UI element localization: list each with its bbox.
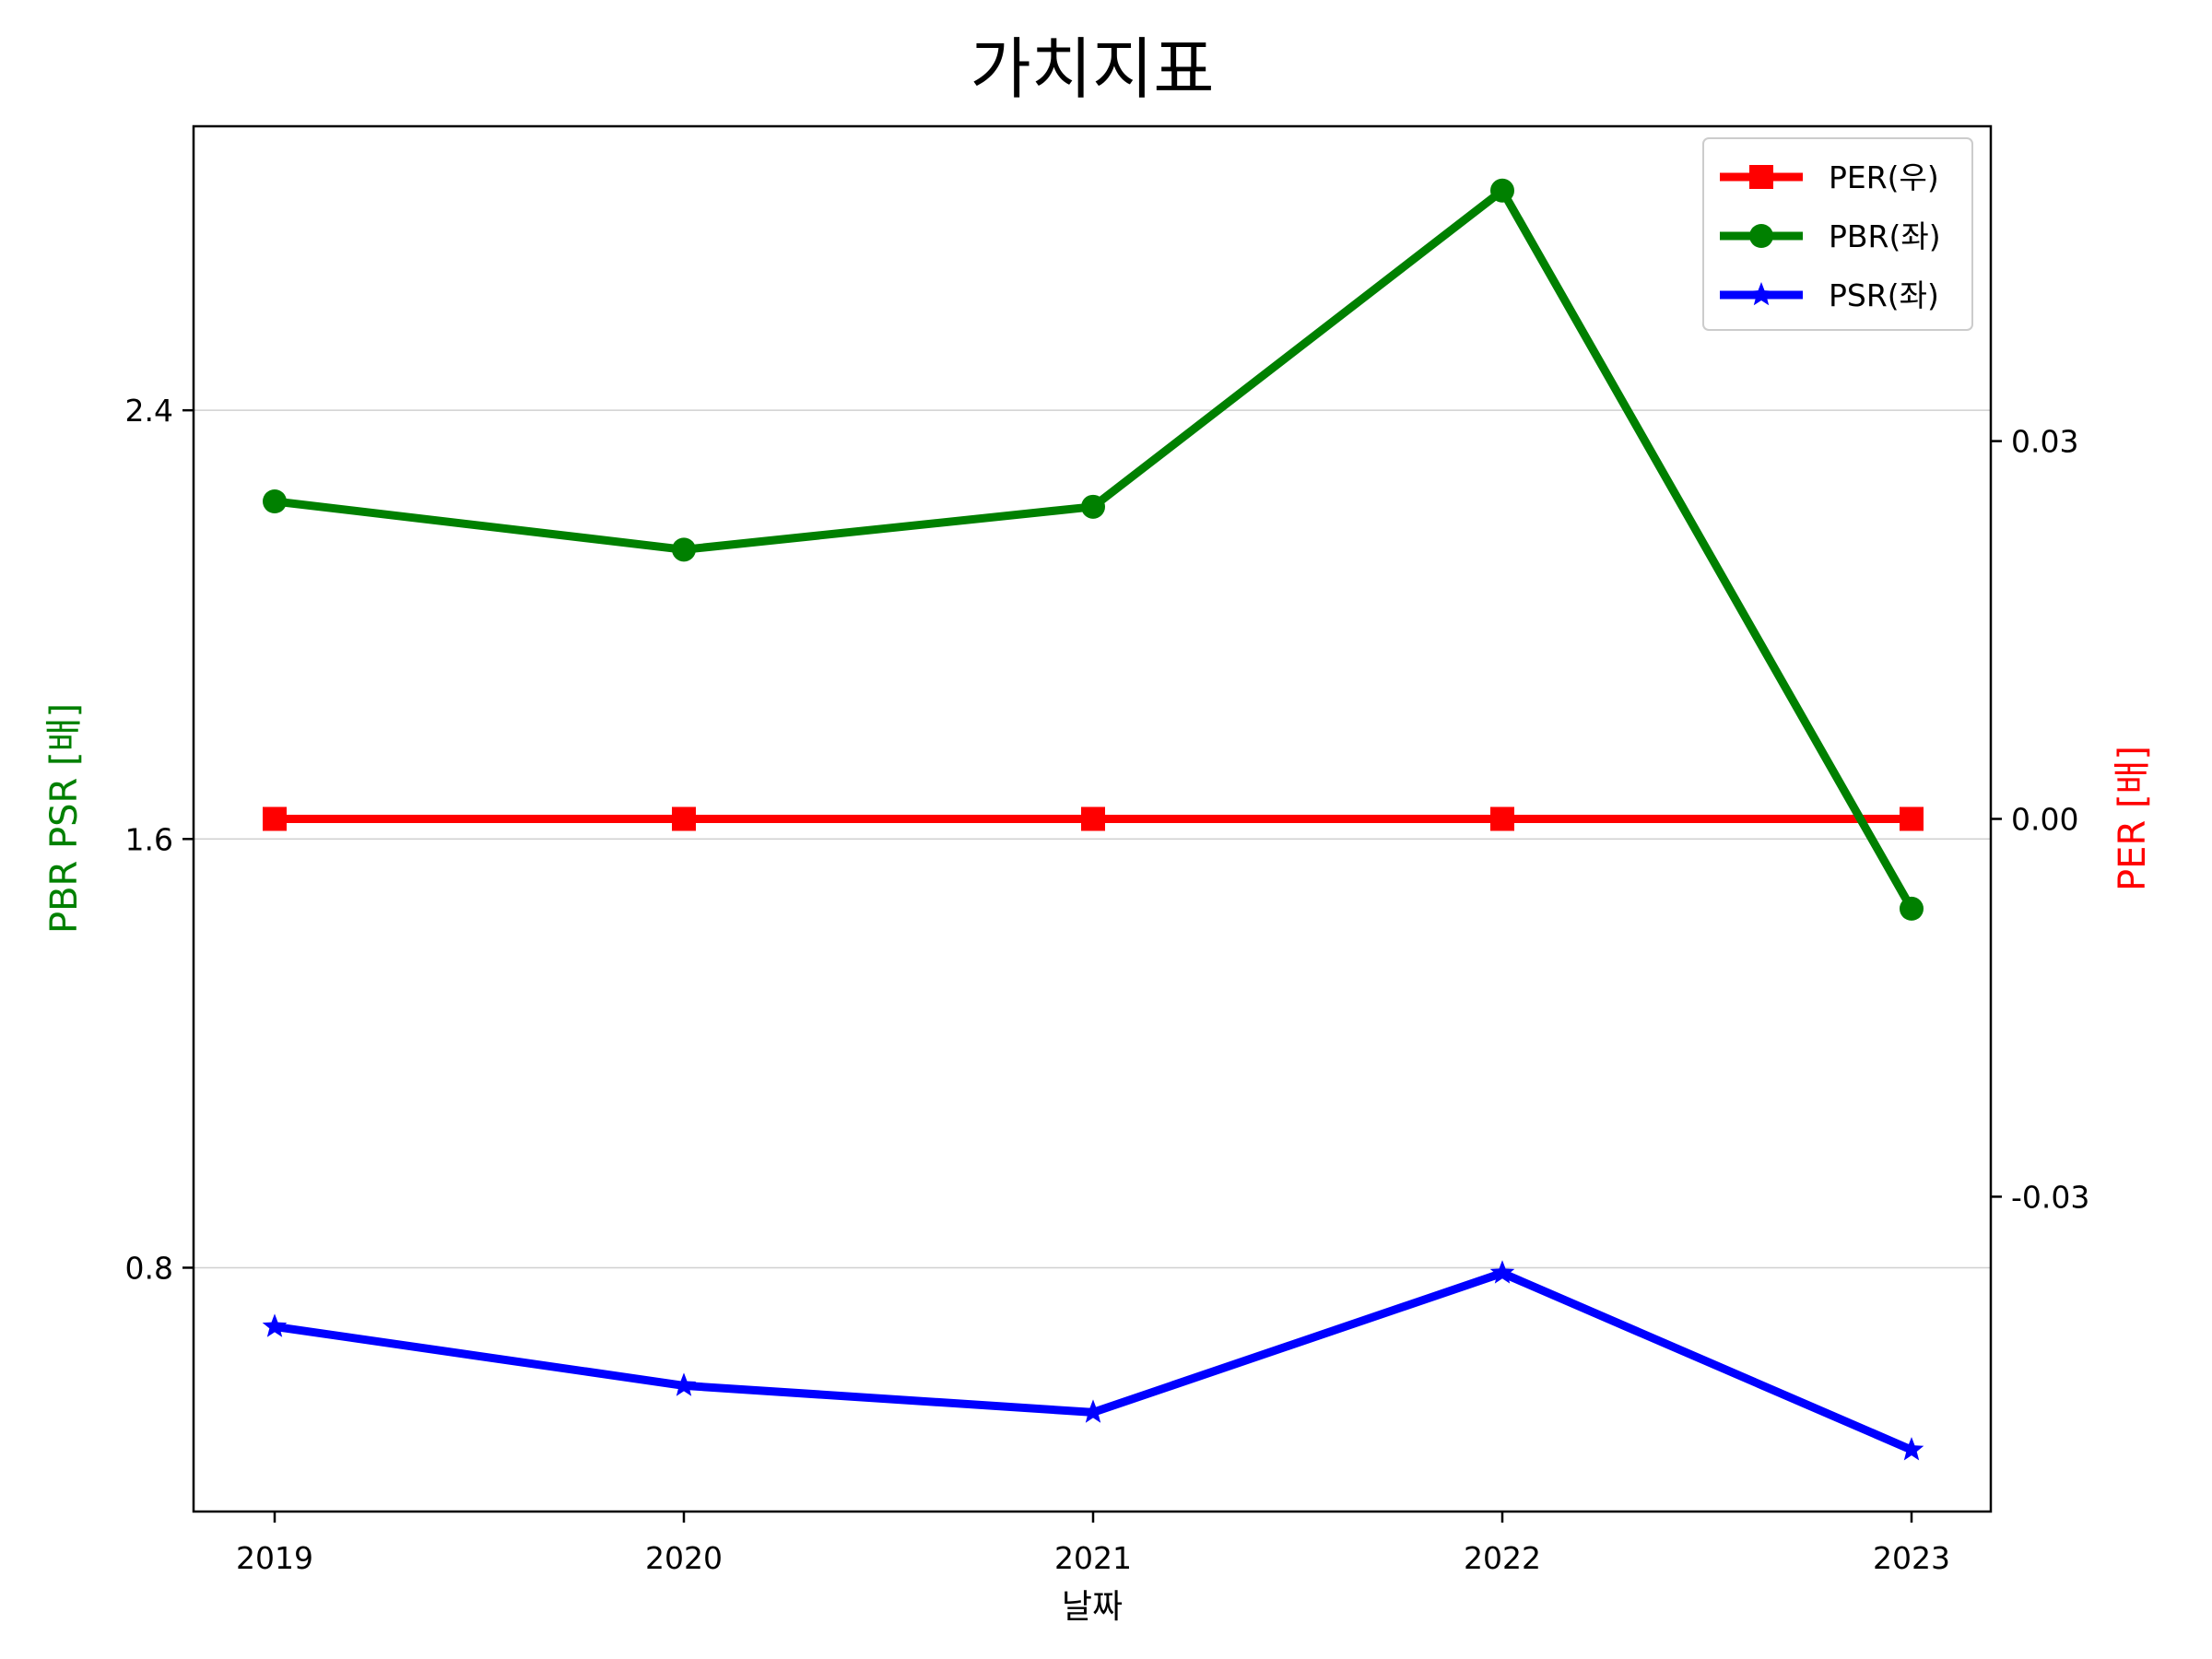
right-y-tick-label-2: 0.03 (2011, 424, 2078, 460)
x-axis-ticks: 2019 2020 2021 2022 2023 (236, 1512, 1950, 1576)
right-y-axis-label: PER [배] (2112, 746, 2154, 891)
left-y-axis-ticks: 0.8 1.6 2.4 (125, 393, 194, 1286)
series-0-point-0 (263, 806, 287, 831)
legend-marker-1 (1749, 224, 1773, 248)
legend-marker-2 (1748, 282, 1774, 306)
right-y-tick-label-1: 0.00 (2011, 802, 2078, 838)
chart-title: 가치지표 (971, 30, 1215, 108)
right-y-tick-label-0: -0.03 (2011, 1179, 2089, 1215)
legend-label-1: PBR(좌) (1829, 218, 1941, 254)
series-line-1 (270, 186, 1916, 913)
series-0-point-3 (1490, 806, 1514, 831)
legend-entry-2: PSR(좌) (1720, 277, 1939, 313)
left-y-tick-label-0: 0.8 (125, 1250, 173, 1286)
x-axis-label: 날짜 (1062, 1588, 1123, 1626)
series-2-point-1 (671, 1372, 697, 1396)
series-2 (262, 1260, 1924, 1461)
grid-lines (194, 409, 1991, 1269)
series-0 (263, 806, 1924, 831)
x-tick-label-4: 2023 (1873, 1540, 1950, 1576)
legend-entry-1: PBR(좌) (1720, 218, 1941, 254)
series-2-point-2 (1080, 1399, 1106, 1423)
x-tick-label-2: 2021 (1054, 1540, 1132, 1576)
series-0-point-2 (1081, 806, 1105, 831)
series-0-point-1 (672, 806, 696, 831)
legend-marker-0 (1749, 165, 1773, 189)
x-tick-label-0: 2019 (236, 1540, 313, 1576)
series-layer (262, 178, 1924, 1461)
legend: PER(우) PBR(좌) PSR(좌) (1702, 137, 1973, 331)
legend-entry-0: PER(우) (1720, 159, 1939, 195)
series-2-point-0 (262, 1313, 288, 1337)
series-1-point-2 (1081, 494, 1105, 519)
legend-label-2: PSR(좌) (1829, 277, 1939, 313)
series-line-2 (270, 1268, 1916, 1454)
series-1 (263, 178, 1924, 921)
series-1-point-4 (1900, 896, 1924, 921)
left-y-tick-label-2: 2.4 (125, 393, 173, 429)
x-tick-label-1: 2020 (645, 1540, 723, 1576)
x-tick-label-3: 2022 (1464, 1540, 1541, 1576)
series-2-point-4 (1899, 1437, 1924, 1461)
left-y-axis-label: PBR PSR [배] (43, 703, 86, 934)
legend-label-0: PER(우) (1829, 159, 1939, 195)
right-y-axis-ticks: -0.03 0.00 0.03 (1991, 424, 2089, 1215)
series-1-point-0 (263, 489, 287, 514)
series-2-point-3 (1489, 1260, 1515, 1284)
series-1-point-1 (672, 537, 696, 562)
series-1-point-3 (1490, 178, 1514, 203)
left-y-tick-label-1: 1.6 (125, 821, 173, 857)
series-0-point-4 (1900, 806, 1924, 831)
